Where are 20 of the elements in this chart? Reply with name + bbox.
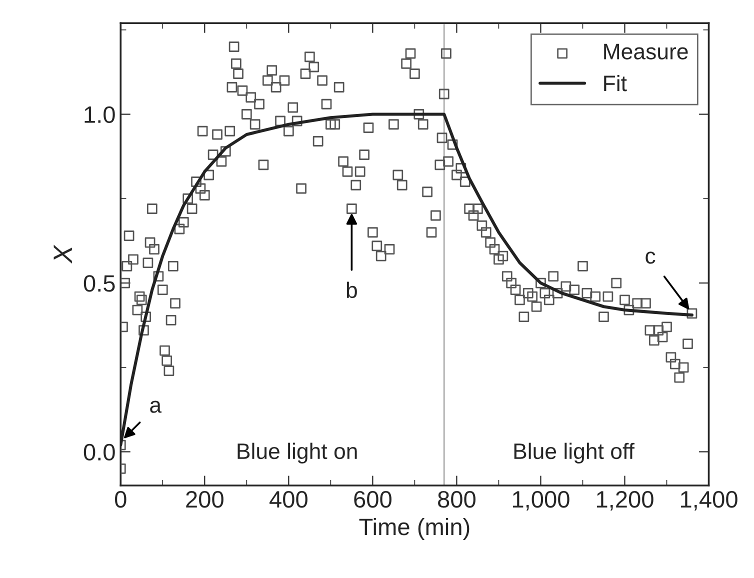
annotation: c [646, 252, 656, 264]
y-tick-label: 1.0 [84, 106, 115, 124]
x-tick-label: 0 [114, 491, 126, 508]
legend-label: Measure [604, 44, 688, 60]
annotation: Blue light on [238, 442, 357, 464]
y-axis-title: X [54, 244, 72, 264]
x-tick-label: 800 [438, 491, 476, 508]
x-tick-label: 1,200 [597, 491, 654, 511]
y-tick-label: 0.0 [84, 444, 115, 461]
annotation: b [346, 282, 357, 298]
x-tick-label: 600 [354, 491, 392, 508]
legend-label: Fit [604, 74, 627, 92]
annotation: Blue light off [514, 442, 634, 464]
x-tick-label: 400 [270, 491, 308, 508]
x-tick-label: 1,400 [681, 491, 738, 511]
y-tick-label: 0.5 [84, 275, 115, 292]
x-tick-label: 200 [186, 491, 224, 508]
annotation: a [150, 400, 162, 413]
x-tick-label: 1,000 [512, 491, 570, 511]
x-axis-title: Time (min) [359, 518, 470, 540]
